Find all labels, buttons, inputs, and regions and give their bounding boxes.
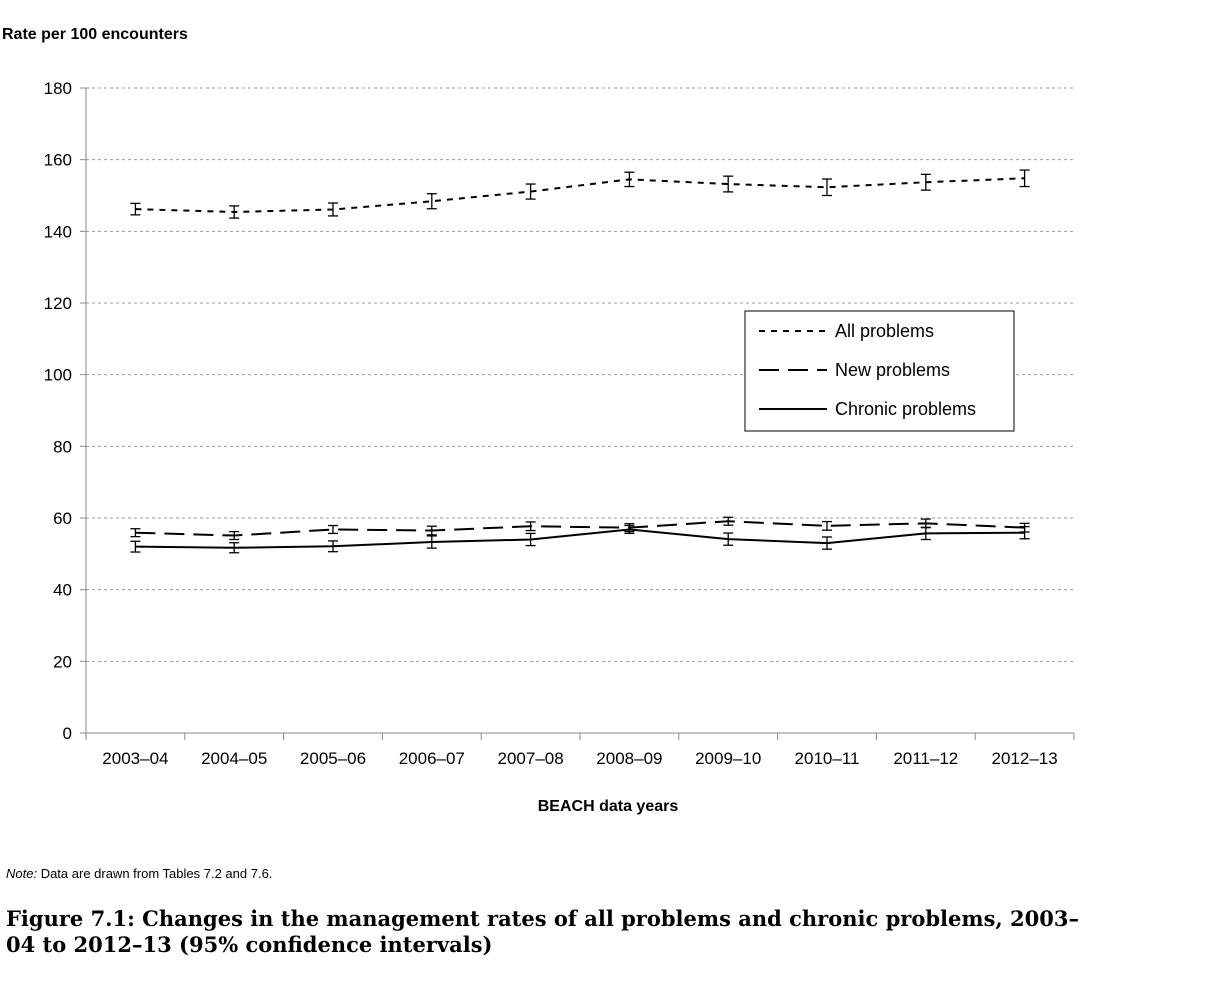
error-bar	[822, 536, 832, 550]
x-tick-label: 2006–07	[399, 749, 465, 768]
error-bar	[229, 530, 240, 541]
series-line	[135, 177, 1025, 213]
series	[130, 169, 1030, 554]
series-all-problems	[130, 169, 1030, 219]
series-chronic-problems	[130, 524, 1030, 554]
legend-item: All problems	[759, 321, 934, 341]
x-axis-label: BEACH data years	[537, 798, 679, 815]
y-tick-label: 160	[44, 151, 72, 170]
x-tick-label: 2010–11	[795, 749, 860, 768]
x-tick-label: 2009–10	[695, 749, 761, 768]
error-bar	[624, 171, 635, 188]
error-bar	[130, 202, 141, 216]
error-bar	[822, 178, 832, 197]
series-line	[135, 520, 1025, 537]
legend-label: All problems	[835, 321, 934, 341]
error-bar	[723, 175, 734, 193]
error-bar	[1019, 169, 1030, 188]
error-bar	[920, 526, 931, 541]
x-tick-label: 2011–12	[893, 749, 958, 768]
x-tick-label: 2008–09	[596, 749, 662, 768]
y-tick-label: 140	[44, 222, 72, 241]
x-tick-label: 2007–08	[498, 749, 564, 768]
error-bar	[130, 540, 141, 553]
legend: All problems New problems Chronic problems	[744, 310, 1015, 432]
error-bar	[229, 542, 240, 554]
error-bar	[525, 521, 536, 532]
error-bar	[624, 524, 635, 535]
y-tick-label: 80	[53, 437, 72, 456]
y-axis-label: Rate per 100 encounters	[2, 26, 188, 43]
error-bar	[328, 540, 338, 553]
error-bar	[822, 520, 832, 531]
y-tick-label: 120	[44, 294, 72, 313]
note-text: Data are drawn from Tables 7.2 and 7.6.	[37, 866, 273, 881]
error-bar	[328, 524, 338, 535]
axes: 0 20 40 60 80 100 120 140 160 180 2003–04 2004–05 20…	[44, 79, 1075, 768]
note-label: Note:	[6, 866, 38, 881]
figure-note: Note: Data are drawn from Tables 7.2 and…	[6, 866, 272, 881]
error-bar	[525, 532, 536, 547]
error-bar	[723, 516, 734, 526]
x-tick-label: 2005–06	[300, 749, 366, 768]
figure-caption: Figure 7.1: Changes in the management ra…	[6, 906, 1079, 957]
error-bar	[426, 535, 437, 549]
series-line	[135, 528, 1025, 549]
legend-item: New problems	[759, 360, 950, 380]
error-bar	[920, 173, 931, 191]
error-bar	[229, 205, 240, 219]
error-bar	[723, 532, 734, 546]
y-tick-label: 20	[53, 652, 72, 671]
error-bar	[328, 202, 338, 217]
gridlines	[86, 87, 1074, 662]
error-bar	[426, 193, 437, 210]
y-tick-label: 0	[63, 724, 72, 743]
legend-item: Chronic problems	[759, 399, 976, 419]
legend-label: New problems	[835, 360, 950, 380]
y-tick-label: 60	[53, 509, 72, 528]
error-bar	[525, 183, 536, 200]
error-bar	[130, 528, 141, 538]
y-tick-label: 100	[44, 366, 72, 385]
x-tick-label: 2004–05	[201, 749, 267, 768]
error-bar	[1019, 525, 1030, 540]
y-tick-label: 180	[44, 79, 72, 98]
y-tick-label: 40	[53, 581, 72, 600]
x-tick-label: 2003–04	[102, 749, 168, 768]
legend-label: Chronic problems	[835, 399, 976, 419]
error-bar	[426, 525, 437, 536]
x-tick-label: 2012–13	[992, 749, 1058, 768]
